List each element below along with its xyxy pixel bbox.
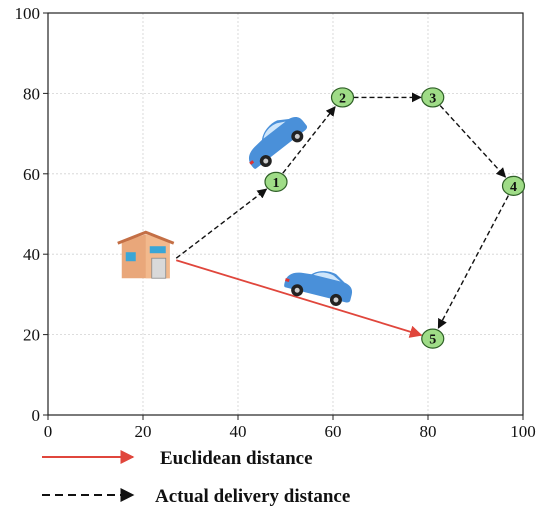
route-node: 2: [330, 87, 355, 108]
legend-label: Actual delivery distance: [155, 486, 350, 507]
route-node: 5: [421, 328, 445, 349]
car-icon: [238, 107, 313, 175]
node-circle: [421, 87, 445, 108]
actual-route-segment: [437, 195, 509, 329]
node-label: 5: [429, 333, 436, 348]
route-nodes: 1 2 3 4 5: [264, 87, 526, 349]
x-tick-label: 20: [135, 422, 152, 441]
node-label: 2: [339, 91, 346, 106]
axis-ticks: 0 20 40 60 80 100 0 20 40 60 80 100: [15, 4, 536, 441]
y-tick-label: 40: [23, 245, 40, 264]
x-tick-label: 0: [44, 422, 53, 441]
node-label: 1: [273, 176, 280, 191]
node-label: 3: [429, 91, 436, 106]
routes: [175, 92, 509, 338]
x-tick-label: 40: [230, 422, 247, 441]
node-circle: [330, 87, 355, 108]
y-tick-label: 20: [23, 326, 40, 345]
legend: Euclidean distance Actual delivery distan…: [42, 448, 350, 507]
y-tick-label: 0: [32, 406, 41, 425]
x-tick-label: 60: [325, 422, 342, 441]
grid: [47, 12, 524, 416]
legend-item: Euclidean distance: [42, 448, 313, 469]
y-tick-label: 60: [23, 165, 40, 184]
route-node: 3: [421, 87, 445, 108]
y-tick-label: 100: [15, 4, 41, 23]
euclidean-route-line: [175, 259, 423, 338]
legend-label: Euclidean distance: [160, 448, 313, 469]
warehouse-icon: [117, 230, 175, 279]
node-label: 4: [510, 180, 517, 195]
node-circle: [421, 328, 445, 349]
node-circle: [501, 175, 526, 196]
legend-item: Actual delivery distance: [42, 486, 350, 507]
node-circle: [264, 171, 288, 192]
x-tick-label: 80: [420, 422, 437, 441]
icons: [117, 107, 356, 310]
route-node: 4: [501, 175, 526, 196]
route-node: 1: [264, 171, 288, 192]
y-tick-label: 80: [23, 84, 40, 103]
actual-route-segment: [439, 105, 507, 178]
car-icon: [282, 261, 356, 310]
x-tick-label: 100: [510, 422, 536, 441]
plot-frame: [47, 12, 524, 416]
actual-route-segment: [282, 106, 336, 174]
actual-route-segment: [175, 188, 268, 259]
